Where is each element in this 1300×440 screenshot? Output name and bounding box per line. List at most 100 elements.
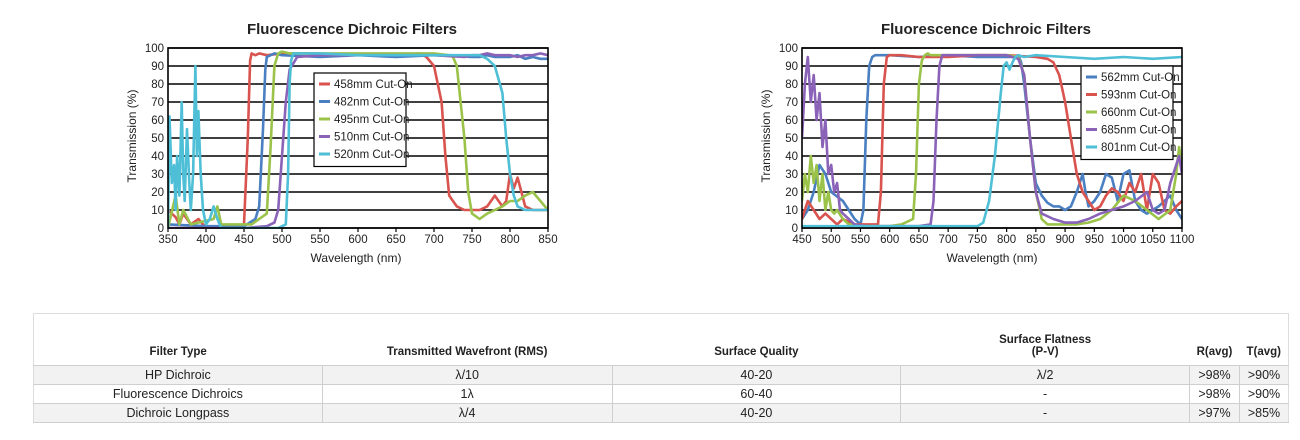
- cell-wavefront: λ/4: [322, 403, 613, 423]
- series-line-3: [802, 53, 1182, 228]
- y-tick-label: 100: [145, 43, 164, 55]
- x-tick-label: 650: [386, 234, 405, 246]
- x-tick-label: 750: [462, 234, 481, 246]
- y-tick-label: 40: [785, 151, 798, 163]
- x-tick-label: 600: [348, 234, 367, 246]
- table-row: Dichroic Longpass λ/4 40-20 - >97% >85%: [33, 403, 1289, 423]
- legend-label: 510nm Cut-On: [334, 132, 409, 144]
- chart-right-plot-area: 0 10 20 30 40 50 60 70 80 90 100 450 500 550 600 650 700…: [779, 43, 1195, 246]
- y-tick-label: 80: [785, 79, 798, 91]
- y-tick-label: 70: [151, 97, 164, 109]
- cell-flatness: -: [900, 384, 1190, 404]
- cell-surface-quality: 40-20: [612, 365, 902, 385]
- chart-right-ylabel: Transmission (%): [759, 90, 773, 183]
- series-line-2: [168, 50, 548, 229]
- legend-label: 520nm Cut-On: [334, 149, 409, 161]
- y-tick-label: 90: [785, 61, 798, 73]
- x-tick-label: 500: [272, 234, 291, 246]
- legend-label: 482nm Cut-On: [334, 97, 409, 109]
- y-tick-label: 0: [792, 223, 798, 235]
- x-tick-label: 550: [310, 234, 329, 246]
- header-surface-flatness-line2: (P-V): [1031, 346, 1059, 358]
- x-tick-label: 550: [851, 234, 870, 246]
- header-r-avg: R(avg): [1196, 346, 1233, 358]
- x-tick-label: 900: [1055, 234, 1074, 246]
- specifications-table: Filter Type Transmitted Wavefront (RMS) …: [33, 313, 1289, 423]
- legend-label: 685nm Cut-On: [1101, 125, 1176, 137]
- cell-t-avg: >90%: [1239, 365, 1289, 385]
- x-tick-label: 450: [792, 234, 811, 246]
- header-surface-flatness-line1: Surface Flatness: [999, 334, 1092, 346]
- table-row: HP Dichroic λ/10 40-20 λ/2 >98% >90%: [33, 365, 1289, 385]
- y-tick-label: 50: [151, 133, 164, 145]
- x-tick-label: 750: [968, 234, 987, 246]
- cell-surface-quality: 40-20: [612, 403, 902, 423]
- y-tick-label: 60: [151, 115, 164, 127]
- chart-left: Fluorescence Dichroic Filters Transmissi…: [125, 21, 558, 265]
- cell-r-avg: >98%: [1189, 384, 1240, 404]
- chart-left-xlabel: Wavelength (nm): [311, 251, 402, 265]
- series-line-4: [802, 53, 1182, 228]
- table-row: Fluorescence Dichroics 1λ 60-40 - >98% >…: [33, 384, 1289, 404]
- plot-frame: [167, 47, 549, 229]
- cell-flatness: λ/2: [900, 365, 1190, 385]
- y-tick-label: 10: [151, 205, 164, 217]
- legend-label: 495nm Cut-On: [334, 114, 409, 126]
- x-tick-label: 850: [1026, 234, 1045, 246]
- chart-left-ylabel: Transmission (%): [125, 90, 139, 183]
- cell-wavefront: λ/10: [322, 365, 613, 385]
- chart-right-xlabel: Wavelength (nm): [947, 251, 1038, 265]
- x-tick-label: 700: [424, 234, 443, 246]
- y-tick-label: 40: [151, 151, 164, 163]
- y-tick-label: 70: [785, 97, 798, 109]
- chart-left-legend: 458mm Cut-On 482nm Cut-On 495nm Cut-On 510n…: [313, 72, 413, 168]
- x-tick-label: 500: [822, 234, 841, 246]
- x-tick-label: 600: [880, 234, 899, 246]
- x-tick-label: 350: [158, 234, 177, 246]
- header-surface-flatness: Surface Flatness (P-V): [901, 314, 1190, 366]
- series-line-1: [802, 53, 1182, 226]
- table-header-row: Filter Type Transmitted Wavefront (RMS) …: [33, 313, 1289, 366]
- chart-right-legend: 562mm Cut-On 593nm Cut-On 660nm Cut-On 685n…: [1080, 65, 1180, 161]
- y-tick-label: 0: [158, 223, 164, 235]
- cell-filter-type: Fluorescence Dichroics: [33, 384, 323, 404]
- x-tick-label: 450: [234, 234, 253, 246]
- legend-label: 562mm Cut-On: [1101, 72, 1180, 84]
- series-line-2: [802, 52, 1182, 228]
- header-filter-type: Filter Type: [149, 346, 207, 358]
- x-tick-label: 650: [909, 234, 928, 246]
- y-tick-label: 80: [151, 79, 164, 91]
- legend-label: 593nm Cut-On: [1101, 90, 1176, 102]
- cell-r-avg: >97%: [1189, 403, 1240, 423]
- y-tick-label: 10: [785, 205, 798, 217]
- cell-t-avg: >85%: [1239, 403, 1289, 423]
- x-tick-label: 1100: [1170, 234, 1195, 246]
- legend-label: 801nm Cut-On: [1101, 142, 1176, 154]
- y-tick-label: 100: [779, 43, 798, 55]
- chart-left-title: Fluorescence Dichroic Filters: [247, 21, 457, 38]
- x-tick-label: 1000: [1111, 234, 1137, 246]
- x-tick-label: 800: [500, 234, 519, 246]
- x-tick-label: 800: [997, 234, 1016, 246]
- legend-label: 458mm Cut-On: [334, 79, 413, 91]
- y-tick-label: 30: [151, 169, 164, 181]
- y-tick-label: 60: [785, 115, 798, 127]
- x-tick-label: 950: [1085, 234, 1104, 246]
- legend-label: 660nm Cut-On: [1101, 107, 1176, 119]
- plot-frame: [801, 47, 1183, 229]
- header-t-avg: T(avg): [1246, 346, 1281, 358]
- y-tick-label: 90: [151, 61, 164, 73]
- cell-filter-type: HP Dichroic: [33, 365, 323, 385]
- x-tick-label: 1050: [1140, 234, 1166, 246]
- y-tick-label: 50: [785, 133, 798, 145]
- y-tick-label: 20: [151, 187, 164, 199]
- x-tick-label: 850: [538, 234, 557, 246]
- cell-surface-quality: 60-40: [612, 384, 902, 404]
- cell-wavefront: 1λ: [322, 384, 613, 404]
- header-transmitted-wavefront: Transmitted Wavefront (RMS): [386, 346, 548, 358]
- y-tick-label: 30: [785, 169, 798, 181]
- header-surface-quality: Surface Quality: [714, 346, 799, 358]
- chart-right: Fluorescence Dichroic Filters Transmissi…: [759, 21, 1195, 265]
- cell-r-avg: >98%: [1189, 365, 1240, 385]
- cell-filter-type: Dichroic Longpass: [33, 403, 323, 423]
